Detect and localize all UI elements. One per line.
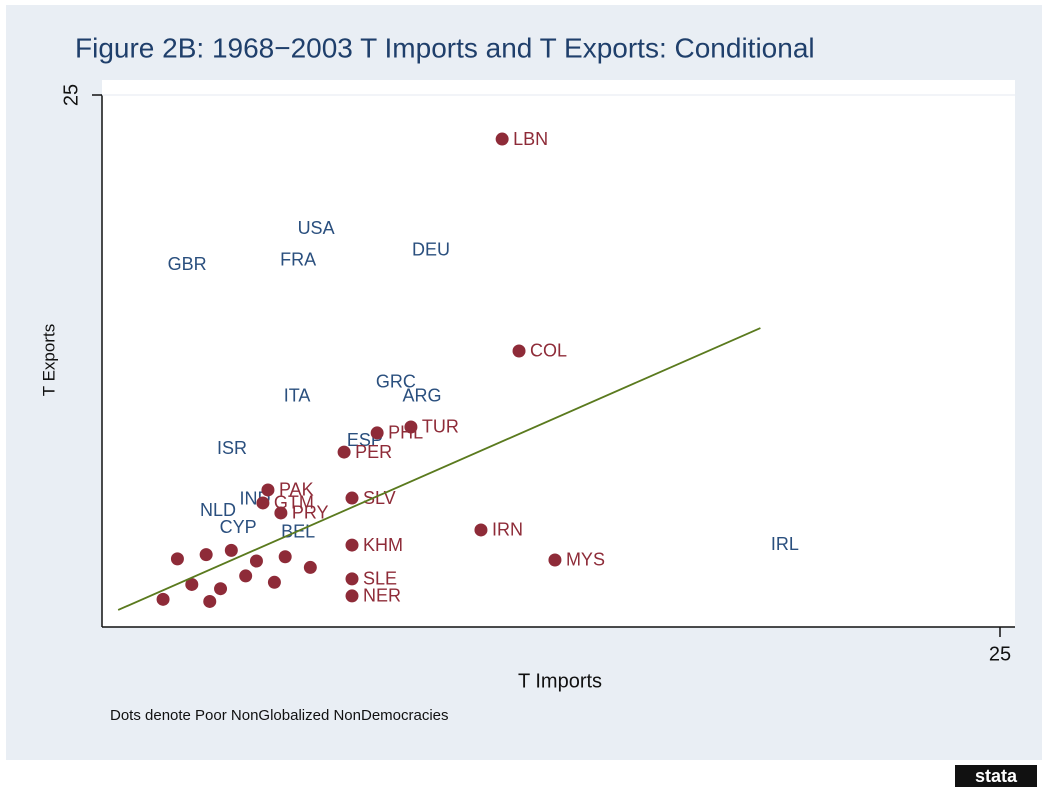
point	[239, 569, 253, 583]
point	[170, 552, 184, 566]
point-label: PRY	[292, 503, 329, 523]
point	[156, 592, 170, 606]
x-axis-label: T Imports	[518, 670, 602, 692]
point-label: NER	[363, 586, 401, 606]
point	[267, 575, 281, 589]
y-axis-label: T Exports	[39, 324, 58, 396]
point-label: DEU	[412, 240, 450, 260]
point-label: SLV	[363, 488, 396, 508]
point	[261, 483, 275, 497]
logo-box	[955, 765, 1037, 787]
point	[185, 577, 199, 591]
point	[256, 496, 270, 510]
point	[274, 506, 288, 520]
point	[474, 523, 488, 537]
point	[203, 594, 217, 608]
point-label: PAK	[279, 480, 314, 500]
point-label: LBN	[513, 129, 548, 149]
point	[370, 426, 384, 440]
y-tick-label: 25	[60, 84, 82, 106]
point-label: GBR	[168, 254, 207, 274]
point	[345, 491, 359, 505]
point	[199, 548, 213, 562]
point-label: GRC	[376, 372, 416, 392]
chart-title: Figure 2B: 1968−2003 T Imports and T Exp…	[75, 32, 815, 63]
point	[495, 132, 509, 146]
point	[512, 344, 526, 358]
point	[214, 582, 228, 596]
point-label: TUR	[422, 417, 459, 437]
point-label: IRL	[771, 534, 799, 554]
note: Dots denote Poor NonGlobalized NonDemocr…	[110, 707, 449, 724]
point-label: COL	[530, 341, 567, 361]
point	[224, 543, 238, 557]
x-tick-label: 25	[989, 643, 1011, 665]
point	[278, 550, 292, 564]
point	[345, 538, 359, 552]
point-label: SLE	[363, 569, 397, 589]
point-label: NLD	[200, 500, 236, 520]
plot-region	[102, 80, 1015, 627]
point-label: IRN	[492, 520, 523, 540]
point-label: USA	[298, 218, 335, 238]
point-label: PER	[355, 442, 392, 462]
point-label: ISR	[217, 438, 247, 458]
point-label: ITA	[284, 386, 311, 406]
point	[345, 589, 359, 603]
fit-line	[117, 327, 761, 611]
point-label: ARG	[403, 386, 442, 406]
point	[303, 560, 317, 574]
point	[404, 420, 418, 434]
point-label: MYS	[566, 550, 605, 570]
logo: stata	[975, 766, 1018, 786]
point-label: FRA	[280, 250, 316, 270]
point	[337, 445, 351, 459]
point	[548, 553, 562, 567]
point	[345, 572, 359, 586]
point-label: PHL	[388, 423, 423, 443]
point-label: CYP	[220, 517, 257, 537]
point	[249, 554, 263, 568]
point-label: KHM	[363, 535, 403, 555]
